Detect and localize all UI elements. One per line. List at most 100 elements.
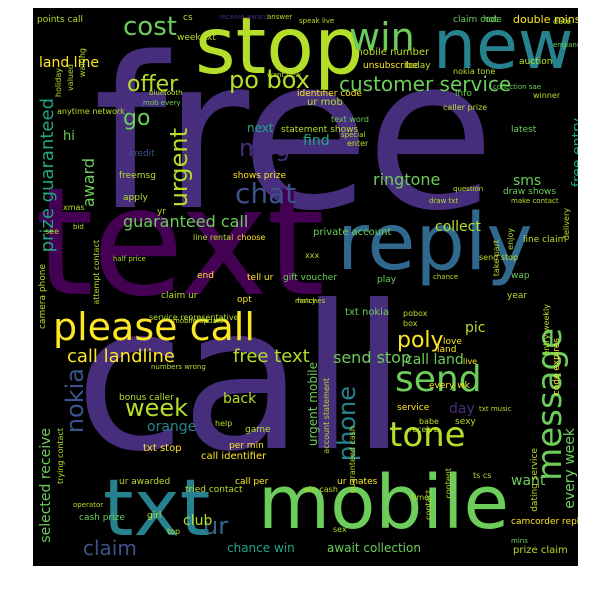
cloud-word: urgent mobile xyxy=(306,362,320,447)
cloud-word: unsubscribe xyxy=(363,61,418,71)
cloud-word: send stop xyxy=(479,253,519,262)
cloud-word: operator xyxy=(73,501,104,509)
cloud-word: answer xyxy=(267,13,293,21)
cloud-word: day xyxy=(449,401,475,417)
cloud-word: content xyxy=(444,468,453,499)
cloud-word: tone xyxy=(389,415,466,455)
cloud-word: sexy xyxy=(455,417,476,427)
cloud-word: yr xyxy=(157,207,167,217)
cloud-word: love xyxy=(443,337,462,347)
cloud-word: apply xyxy=(123,193,148,203)
cloud-word: win xyxy=(349,15,415,59)
cloud-word: msg xyxy=(239,134,291,162)
cloud-word: line claim xyxy=(523,235,567,245)
cloud-word: free entry xyxy=(570,118,578,188)
cloud-word: new xyxy=(433,8,574,85)
cloud-word: win cash xyxy=(303,485,338,494)
cloud-word: hi xyxy=(63,129,75,144)
cloud-word: trying contact xyxy=(56,428,65,485)
cloud-word: draw shows xyxy=(503,187,557,197)
cloud-word: mobile xyxy=(258,460,509,546)
cloud-word: nokia tone xyxy=(453,67,496,76)
cloud-word: call per xyxy=(235,477,269,487)
cloud-word: account statement xyxy=(322,378,331,454)
cloud-word: delivery xyxy=(562,208,571,241)
cloud-word: play xyxy=(377,275,397,285)
cloud-word: receive award xyxy=(219,13,269,21)
cloud-word: week xyxy=(125,394,189,422)
cloud-word: draw txt xyxy=(429,197,459,205)
cloud-word: pic xyxy=(465,320,486,336)
cloud-word: anytime network xyxy=(57,107,125,116)
cloud-word: caller prize xyxy=(443,103,488,112)
cloud-word: offer xyxy=(127,72,179,97)
cloud-word: xxx xyxy=(305,251,320,260)
cloud-word: special xyxy=(341,131,366,139)
cloud-word: po box xyxy=(229,66,310,94)
cloud-word: chance win xyxy=(227,541,295,555)
cloud-word: back xyxy=(223,391,257,407)
cloud-word: help xyxy=(215,419,233,428)
cloud-word: matches xyxy=(295,297,326,305)
cloud-word: end xyxy=(197,271,214,281)
cloud-word: code expires xyxy=(552,338,562,396)
cloud-word: bluetooth xyxy=(149,89,183,97)
cloud-word: nokia xyxy=(61,368,89,434)
cloud-word: guaranteed cash xyxy=(348,426,357,494)
cloud-word: winner xyxy=(533,91,561,100)
cloud-word: go xyxy=(123,106,151,131)
cloud-word: waiting xyxy=(78,48,87,78)
cloud-word: ts cs xyxy=(473,471,492,480)
cloud-word: private account xyxy=(313,227,392,238)
cloud-word: enjoy xyxy=(506,228,515,250)
cloud-word: await collection xyxy=(327,541,421,555)
cloud-word: reply xyxy=(337,198,533,288)
cloud-word: latest xyxy=(511,125,537,135)
cloud-word: half price xyxy=(113,255,146,263)
cloud-word: land line xyxy=(39,55,99,71)
cloud-word: send stop xyxy=(333,348,412,367)
cloud-word: wap xyxy=(511,271,530,281)
cloud-word: shows prize xyxy=(233,171,286,181)
cloud-word: identifier code xyxy=(297,89,362,99)
cloud-word: date xyxy=(553,17,572,26)
cloud-word: dating service xyxy=(530,448,540,512)
word-cloud: free text call stop new reply mobile txt… xyxy=(33,8,578,566)
cloud-word: ur mob xyxy=(307,97,343,108)
cloud-word: question xyxy=(453,185,484,193)
cloud-word: want new xyxy=(267,71,301,79)
cloud-word: double mins xyxy=(513,13,578,26)
cloud-word: text word xyxy=(331,115,369,124)
cloud-word: urgent xyxy=(165,128,193,208)
cloud-word: gift voucher xyxy=(283,273,338,283)
cloud-word: txt stop xyxy=(143,443,182,454)
cloud-word: bid xyxy=(73,223,84,231)
cloud-word: call xyxy=(75,263,407,496)
cloud-word: today xyxy=(405,61,431,71)
cloud-word: entry weekly xyxy=(542,304,551,356)
cloud-word: points call xyxy=(37,15,83,25)
cloud-word: fancy xyxy=(297,297,317,305)
cloud-word: orange xyxy=(147,419,197,435)
cloud-word: free text xyxy=(233,346,310,367)
cloud-word: opt xyxy=(237,295,252,305)
cloud-word: make contact xyxy=(511,197,559,205)
cloud-word: cost xyxy=(123,12,177,42)
cloud-word: poly xyxy=(397,328,444,353)
cloud-word: tell ur xyxy=(247,273,274,283)
cloud-word: claim xyxy=(83,536,137,560)
cloud-word: game xyxy=(245,425,271,435)
cloud-word: txt music xyxy=(479,405,512,413)
cloud-word: txt xyxy=(103,464,211,554)
cloud-word: text xyxy=(35,156,325,330)
cloud-word: pobox xyxy=(403,309,428,318)
cloud-word: claim code xyxy=(453,15,502,25)
cloud-word: choose xyxy=(237,233,266,242)
cloud-word: line rental xyxy=(193,233,234,242)
cloud-word: sms xyxy=(513,173,542,189)
cloud-word: ur xyxy=(203,512,229,540)
cloud-word: selected receive xyxy=(38,428,54,543)
cloud-word: credit xyxy=(129,149,155,159)
cloud-word: prize claim xyxy=(513,545,568,556)
cloud-word: find xyxy=(303,133,330,149)
